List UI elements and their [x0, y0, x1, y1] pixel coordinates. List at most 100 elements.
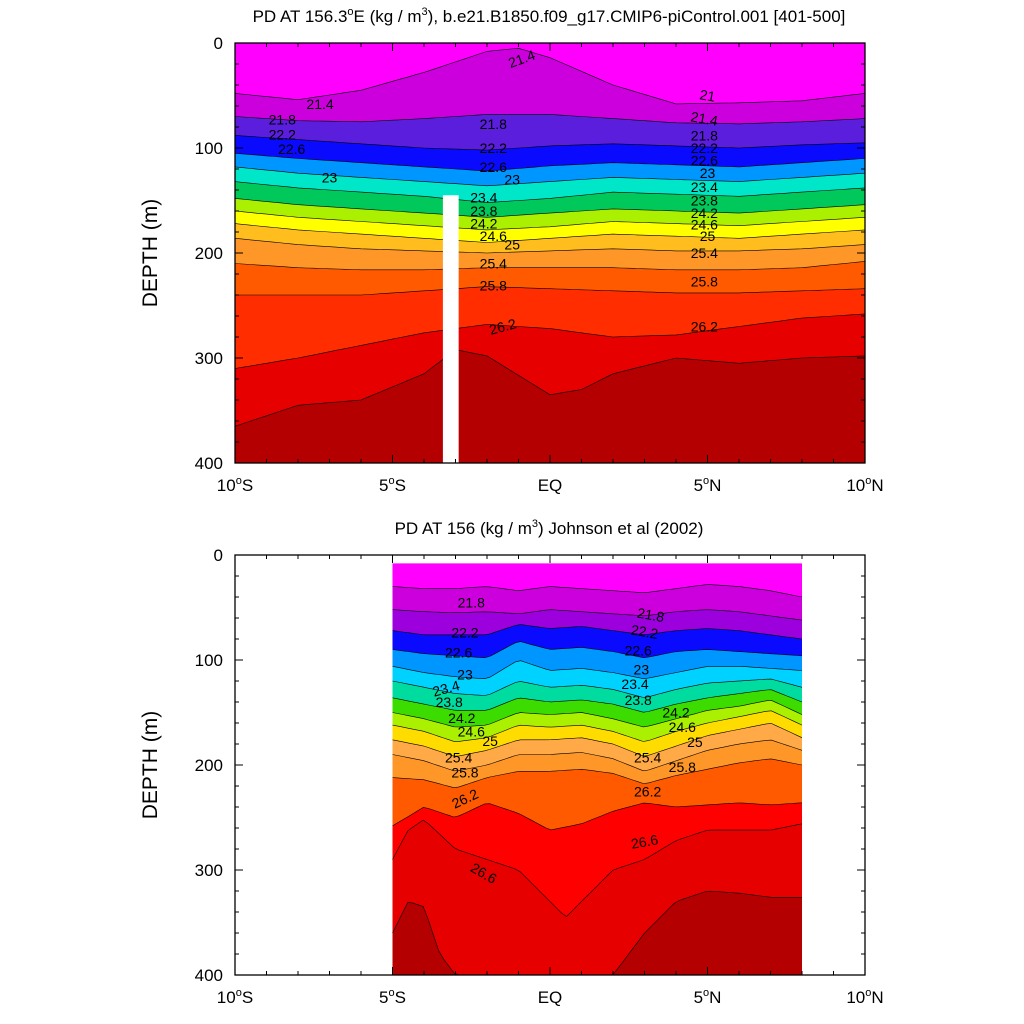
- panel-observed: PD AT 156 (kg / m3) Johnson et al (2002)…: [139, 518, 884, 1007]
- panel-model-contour-label: 22.2: [691, 140, 718, 156]
- panel-model-contour-label: 24.6: [480, 228, 507, 244]
- panel-model-contour-label: 21: [698, 86, 716, 104]
- panel-observed-density-band: [392, 660, 802, 698]
- panel-model-isopycnal: [234, 47, 866, 105]
- panel-observed-contour-label: 25.4: [634, 750, 661, 766]
- panel-model-x-tick-label: 10oN: [846, 475, 883, 495]
- panel-observed-density-band: [392, 609, 802, 639]
- panel-observed-x-tick-label: 5oN: [694, 987, 722, 1007]
- panel-observed-density-band: [392, 584, 802, 621]
- panel-observed-x-tick-label: 10oS: [217, 987, 253, 1007]
- panel-observed-density-band: [392, 700, 802, 742]
- panel-observed-density-band: [392, 758, 802, 830]
- panel-observed-isopycnal: [392, 699, 803, 728]
- panel-observed-y-tick-label: 100: [195, 651, 223, 670]
- panel-observed-isopycnal: [392, 819, 803, 917]
- panel-model-density-band: [235, 43, 865, 104]
- panel-model-isopycnal: [234, 166, 866, 187]
- panel-model-contour-label: 23: [504, 172, 520, 188]
- panel-model-contour-label: 23: [322, 169, 338, 185]
- panel-model-contour-label: 21.4: [690, 108, 720, 129]
- panel-observed-contour-label: 22.2: [451, 625, 478, 641]
- panel-model-isopycnal: [234, 349, 866, 427]
- panel-model-contour-label: 23: [700, 165, 716, 181]
- panel-observed-density-band: [392, 891, 802, 975]
- panel-observed-x-tick-label: EQ: [538, 988, 563, 1007]
- panel-model-contour-label: 22.6: [278, 141, 305, 157]
- panel-model-density-band: [235, 181, 865, 218]
- panel-model-contour-label: 22.2: [480, 140, 507, 156]
- panel-observed-density-band: [392, 802, 802, 917]
- panel-observed-contour-label: 24.6: [458, 723, 485, 739]
- panel-model-contour-label: 25.8: [691, 273, 718, 289]
- panel-observed-isopycnal: [392, 584, 803, 598]
- panel-model-contour-label: 24.2: [470, 216, 497, 232]
- panel-observed-contour-label: 25.8: [669, 759, 696, 775]
- panel-observed-contour-label: 24.6: [669, 719, 696, 735]
- panel-observed-isopycnal: [392, 689, 803, 713]
- panel-observed-y-tick-label: 400: [195, 966, 223, 985]
- panel-model-contour-label: 23.8: [470, 203, 497, 219]
- panel-model-contour-label: 25.4: [480, 256, 507, 272]
- panel-model-contour-label: 25: [700, 228, 716, 244]
- panel-observed-contour-label: 25.4: [445, 750, 472, 766]
- panel-model-contour-label: 23.4: [691, 179, 718, 195]
- panel-observed-contour-label: 23.4: [621, 676, 648, 692]
- panel-observed-contour-label: 22.6: [625, 643, 652, 659]
- panel-model-density-band: [235, 313, 865, 427]
- panel-observed-density-band: [392, 710, 802, 757]
- panel-observed-isopycnal: [392, 739, 803, 772]
- panel-model-density-band: [235, 211, 865, 243]
- panel-observed-contour-label: 23: [634, 661, 650, 677]
- panel-observed-contour-label: 26.6: [630, 831, 660, 852]
- panel-model-isopycnal: [234, 313, 866, 369]
- panel-observed-isopycnal: [392, 723, 803, 757]
- panel-observed-y-tick-label: 0: [214, 546, 223, 565]
- panel-observed-y-tick-label: 300: [195, 861, 223, 880]
- panel-observed-contour-label: 22.2: [630, 621, 660, 642]
- panel-model-x-tick-label: 5oN: [694, 475, 722, 495]
- panel-observed-isopycnal: [392, 678, 803, 698]
- panel-model-contour-label: 22.6: [480, 159, 507, 175]
- panel-observed-density-band: [392, 679, 802, 713]
- panel-observed-contour-label: 21.8: [458, 594, 485, 610]
- panel-model-x-tick-label: 10oS: [217, 475, 253, 495]
- panel-observed-density-band: [392, 820, 802, 975]
- panel-observed-x-tick-label: 10oN: [846, 987, 883, 1007]
- panel-model-contour-label: 23.8: [691, 193, 718, 209]
- panel-model-isopycnal: [234, 210, 866, 231]
- panel-model-x-tick-label: EQ: [538, 476, 563, 495]
- panel-model-y-tick-label: 300: [195, 349, 223, 368]
- panel-observed-contour-label: 21.8: [636, 605, 666, 626]
- panel-observed-isopycnal: [392, 624, 803, 640]
- panel-model-density-band: [235, 153, 865, 186]
- panel-observed-density-band: [392, 641, 802, 679]
- panel-observed-isopycnal: [392, 802, 803, 831]
- panel-model-isopycnal: [234, 198, 866, 218]
- panel-model-isopycnal: [234, 114, 866, 125]
- panel-model-contour-label: 21.4: [306, 96, 333, 112]
- panel-observed-density-band: [392, 689, 802, 727]
- panel-observed-y-axis-label: DEPTH (m): [139, 711, 162, 820]
- panel-observed-contour-label: 25.8: [451, 764, 478, 780]
- panel-model-isopycnal: [234, 135, 866, 151]
- panel-model-density-band: [235, 238, 865, 270]
- panel-model-contour-label: 24.6: [691, 217, 718, 233]
- panel-model-x-tick-label: 5oS: [379, 475, 406, 495]
- panel-model-contour-label: 21.8: [691, 127, 718, 143]
- panel-model-isopycnal: [234, 238, 866, 254]
- panel-observed-y-tick-label: 200: [195, 756, 223, 775]
- panel-observed-density-band: [392, 624, 802, 658]
- panel-observed-contour-label: 23: [457, 667, 473, 683]
- panel-observed-x-tick-label: 5oS: [379, 987, 406, 1007]
- panel-model-missing-data-column: [442, 195, 459, 463]
- panel-model-isopycnal: [235, 286, 866, 296]
- panel-model-contour-label: 25.8: [480, 278, 507, 294]
- panel-model-density-band: [235, 48, 865, 124]
- panel-observed-title: PD AT 156 (kg / m3) Johnson et al (2002): [395, 518, 704, 538]
- panel-model: PD AT 156.3oE (kg / m3), b.e21.B1850.f09…: [139, 6, 884, 495]
- panel-model-contour-label: 21.8: [480, 116, 507, 132]
- panel-observed-density-band: [392, 563, 802, 597]
- panel-observed-contour-label: 24.2: [448, 710, 475, 726]
